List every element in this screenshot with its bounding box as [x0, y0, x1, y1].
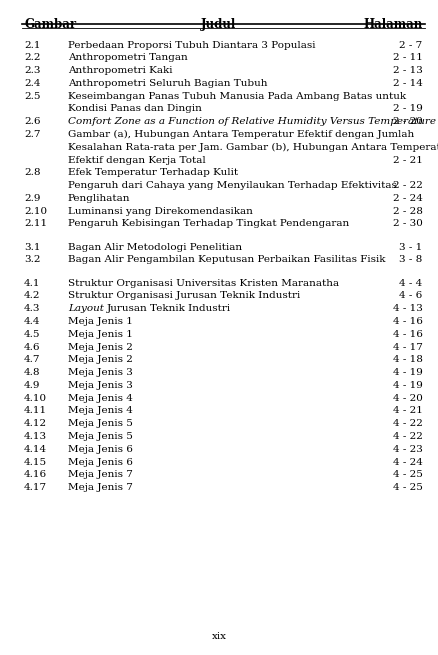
- Text: 3 - 1: 3 - 1: [399, 242, 423, 252]
- Text: Meja Jenis 1: Meja Jenis 1: [68, 329, 133, 339]
- Text: 4 - 4: 4 - 4: [399, 278, 423, 288]
- Text: Anthropometri Seluruh Bagian Tubuh: Anthropometri Seluruh Bagian Tubuh: [68, 79, 267, 88]
- Text: 4.9: 4.9: [24, 381, 41, 390]
- Text: 4.5: 4.5: [24, 329, 41, 339]
- Text: 4 - 16: 4 - 16: [393, 329, 423, 339]
- Text: Luminansi yang Direkomendasikan: Luminansi yang Direkomendasikan: [68, 206, 253, 215]
- Text: Bagan Alir Pengambilan Keputusan Perbaikan Fasilitas Fisik: Bagan Alir Pengambilan Keputusan Perbaik…: [68, 255, 385, 265]
- Text: 2 - 21: 2 - 21: [393, 155, 423, 164]
- Text: 2.4: 2.4: [24, 79, 41, 88]
- Text: Struktur Organisasi Jurusan Teknik Industri: Struktur Organisasi Jurusan Teknik Indus…: [68, 291, 300, 301]
- Text: 4.13: 4.13: [24, 432, 47, 441]
- Text: 2.5: 2.5: [24, 92, 41, 101]
- Text: Meja Jenis 6: Meja Jenis 6: [68, 445, 133, 454]
- Text: 4.4: 4.4: [24, 317, 41, 326]
- Text: Meja Jenis 7: Meja Jenis 7: [68, 470, 133, 479]
- Text: Jurusan Teknik Industri: Jurusan Teknik Industri: [107, 304, 231, 313]
- Text: 2 - 24: 2 - 24: [393, 194, 423, 203]
- Text: 2 - 11: 2 - 11: [393, 54, 423, 62]
- Text: 2.1: 2.1: [24, 41, 41, 50]
- Text: 4.7: 4.7: [24, 355, 41, 364]
- Text: 4 - 21: 4 - 21: [393, 406, 423, 415]
- Text: 2.2: 2.2: [24, 54, 41, 62]
- Text: Pengaruh dari Cahaya yang Menyilaukan Terhadap Efektivitas: Pengaruh dari Cahaya yang Menyilaukan Te…: [68, 181, 397, 190]
- Text: Anthropometri Kaki: Anthropometri Kaki: [68, 66, 173, 75]
- Text: 2 - 19: 2 - 19: [393, 104, 423, 113]
- Text: Meja Jenis 3: Meja Jenis 3: [68, 381, 133, 390]
- Text: 4 - 25: 4 - 25: [393, 483, 423, 492]
- Text: 3.2: 3.2: [24, 255, 41, 265]
- Text: 4 - 22: 4 - 22: [393, 419, 423, 428]
- Text: Meja Jenis 1: Meja Jenis 1: [68, 317, 133, 326]
- Text: 4 - 23: 4 - 23: [393, 445, 423, 454]
- Text: 2.11: 2.11: [24, 219, 47, 229]
- Text: 4 - 22: 4 - 22: [393, 432, 423, 441]
- Text: 3.1: 3.1: [24, 242, 41, 252]
- Text: Meja Jenis 5: Meja Jenis 5: [68, 419, 133, 428]
- Text: Meja Jenis 4: Meja Jenis 4: [68, 406, 133, 415]
- Text: 4 - 18: 4 - 18: [393, 355, 423, 364]
- Text: Struktur Organisasi Universitas Kristen Maranatha: Struktur Organisasi Universitas Kristen …: [68, 278, 339, 288]
- Text: Meja Jenis 2: Meja Jenis 2: [68, 355, 133, 364]
- Text: 4 - 25: 4 - 25: [393, 470, 423, 479]
- Text: 2 - 20: 2 - 20: [393, 117, 423, 126]
- Text: 2 - 7: 2 - 7: [399, 41, 423, 50]
- Text: 4.6: 4.6: [24, 343, 41, 352]
- Text: Comfort Zone as a Function of Relative Humidity Versus Temperature: Comfort Zone as a Function of Relative H…: [68, 117, 436, 126]
- Text: 4 - 17: 4 - 17: [393, 343, 423, 352]
- Text: Efek Temperatur Terhadap Kulit: Efek Temperatur Terhadap Kulit: [68, 168, 238, 178]
- Text: 2.3: 2.3: [24, 66, 41, 75]
- Text: 4.15: 4.15: [24, 457, 47, 466]
- Text: 4.11: 4.11: [24, 406, 47, 415]
- Text: Meja Jenis 2: Meja Jenis 2: [68, 343, 133, 352]
- Text: Meja Jenis 5: Meja Jenis 5: [68, 432, 133, 441]
- Text: 2 - 22: 2 - 22: [393, 181, 423, 190]
- Text: 4.14: 4.14: [24, 445, 47, 454]
- Text: 2.7: 2.7: [24, 130, 41, 139]
- Text: 4.3: 4.3: [24, 304, 41, 313]
- Text: 4.1: 4.1: [24, 278, 41, 288]
- Text: 4.17: 4.17: [24, 483, 47, 492]
- Text: Meja Jenis 7: Meja Jenis 7: [68, 483, 133, 492]
- Text: Pengaruh Kebisingan Terhadap Tingkat Pendengaran: Pengaruh Kebisingan Terhadap Tingkat Pen…: [68, 219, 349, 229]
- Text: Kondisi Panas dan Dingin: Kondisi Panas dan Dingin: [68, 104, 202, 113]
- Text: Keseimbangan Panas Tubuh Manusia Pada Ambang Batas untuk: Keseimbangan Panas Tubuh Manusia Pada Am…: [68, 92, 406, 101]
- Text: 4 - 13: 4 - 13: [393, 304, 423, 313]
- Text: 2.9: 2.9: [24, 194, 41, 203]
- Text: Gambar (a), Hubungan Antara Temperatur Efektif dengan Jumlah: Gambar (a), Hubungan Antara Temperatur E…: [68, 130, 414, 139]
- Text: 4 - 19: 4 - 19: [393, 381, 423, 390]
- Text: Gambar: Gambar: [24, 18, 76, 31]
- Text: 4.8: 4.8: [24, 368, 41, 377]
- Text: 3 - 8: 3 - 8: [399, 255, 423, 265]
- Text: Efektif dengan Kerja Total: Efektif dengan Kerja Total: [68, 155, 205, 164]
- Text: 4.10: 4.10: [24, 394, 47, 403]
- Text: 2 - 13: 2 - 13: [393, 66, 423, 75]
- Text: Kesalahan Rata-rata per Jam. Gambar (b), Hubungan Antara Temperatur: Kesalahan Rata-rata per Jam. Gambar (b),…: [68, 143, 438, 152]
- Text: 2 - 14: 2 - 14: [393, 79, 423, 88]
- Text: Anthropometri Tangan: Anthropometri Tangan: [68, 54, 187, 62]
- Text: 2 - 28: 2 - 28: [393, 206, 423, 215]
- Text: 4 - 19: 4 - 19: [393, 368, 423, 377]
- Text: 2.6: 2.6: [24, 117, 41, 126]
- Text: Perbedaan Proporsi Tubuh Diantara 3 Populasi: Perbedaan Proporsi Tubuh Diantara 3 Popu…: [68, 41, 315, 50]
- Text: 4.12: 4.12: [24, 419, 47, 428]
- Text: 4.16: 4.16: [24, 470, 47, 479]
- Text: xix: xix: [212, 631, 226, 641]
- Text: 2.8: 2.8: [24, 168, 41, 178]
- Text: 4 - 20: 4 - 20: [393, 394, 423, 403]
- Text: 2 - 30: 2 - 30: [393, 219, 423, 229]
- Text: Bagan Alir Metodologi Penelitian: Bagan Alir Metodologi Penelitian: [68, 242, 242, 252]
- Text: 4.2: 4.2: [24, 291, 41, 301]
- Text: Meja Jenis 4: Meja Jenis 4: [68, 394, 133, 403]
- Text: Halaman: Halaman: [364, 18, 423, 31]
- Text: Judul: Judul: [201, 18, 237, 31]
- Text: Meja Jenis 3: Meja Jenis 3: [68, 368, 133, 377]
- Text: 4 - 6: 4 - 6: [399, 291, 423, 301]
- Text: 2.10: 2.10: [24, 206, 47, 215]
- Text: 4 - 24: 4 - 24: [393, 457, 423, 466]
- Text: Layout: Layout: [68, 304, 107, 313]
- Text: 4 - 16: 4 - 16: [393, 317, 423, 326]
- Text: Penglihatan: Penglihatan: [68, 194, 131, 203]
- Text: Meja Jenis 6: Meja Jenis 6: [68, 457, 133, 466]
